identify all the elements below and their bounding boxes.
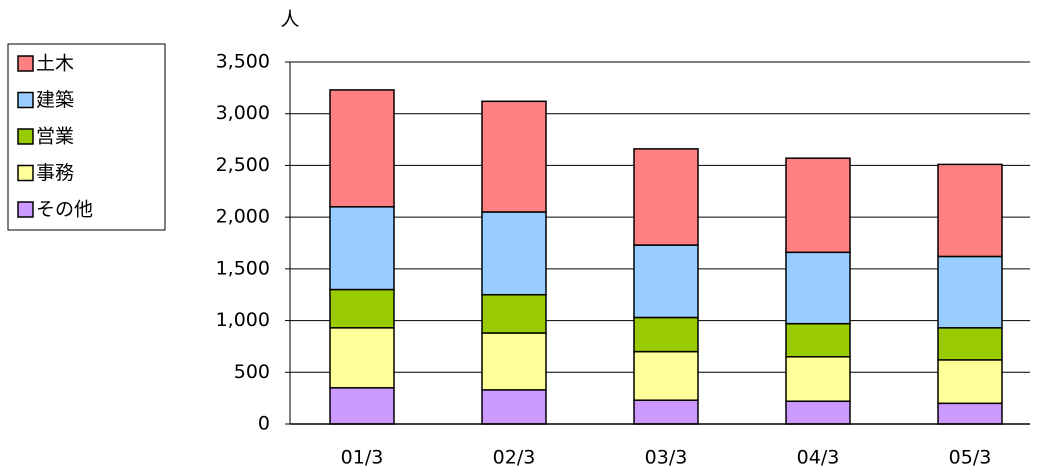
bar-segment [329, 206, 395, 291]
y-tick-label: 1,500 [216, 257, 270, 279]
bar-segment [329, 89, 395, 208]
x-tick-label: 05/3 [949, 447, 992, 469]
legend-label: 土木 [36, 53, 74, 75]
legend-box [7, 43, 166, 231]
bar-segment [937, 359, 1003, 405]
y-tick-label: 3,500 [216, 51, 270, 73]
bar-segment [633, 316, 699, 353]
legend-label: その他 [36, 199, 93, 221]
bar-segment [633, 244, 699, 319]
bar-segment [937, 163, 1003, 258]
legend-label: 営業 [36, 126, 74, 148]
bar-segment [633, 350, 699, 401]
legend-swatch [17, 55, 34, 72]
bar-segment [785, 356, 851, 402]
bar-segment [633, 399, 699, 425]
bar-segment [785, 322, 851, 358]
y-tick-label: 1,000 [216, 309, 270, 331]
legend-label: 事務 [36, 162, 74, 184]
bar-segment [785, 251, 851, 325]
y-tick-label: 2,500 [216, 154, 270, 176]
bar-segment [937, 402, 1003, 425]
bar-segment [329, 288, 395, 329]
x-tick-label: 03/3 [645, 447, 688, 469]
legend-label: 建築 [36, 89, 74, 111]
bar-segment [937, 255, 1003, 329]
legend-swatch [17, 128, 34, 145]
y-tick-label: 500 [234, 361, 270, 383]
y-tick-label: 2,000 [216, 206, 270, 228]
y-tick-label: 0 [258, 413, 270, 435]
bar-segment [785, 157, 851, 254]
bar-segment [481, 100, 547, 213]
legend-swatch [17, 91, 34, 109]
bar-segment [937, 327, 1003, 361]
bar-segment [633, 148, 699, 246]
legend-swatch [17, 164, 34, 182]
x-tick-label: 01/3 [341, 447, 384, 469]
bar-segment [481, 293, 547, 334]
bar-segment [329, 387, 395, 425]
bar-segment [481, 211, 547, 296]
bar-segment [481, 389, 547, 425]
bar-segment [785, 400, 851, 425]
bar-segment [329, 327, 395, 389]
legend-swatch [17, 201, 34, 218]
x-tick-label: 02/3 [493, 447, 536, 469]
y-axis-label: 人 [280, 9, 299, 31]
y-tick-label: 3,000 [216, 102, 270, 124]
x-tick-label: 04/3 [797, 447, 840, 469]
bar-segment [481, 332, 547, 391]
